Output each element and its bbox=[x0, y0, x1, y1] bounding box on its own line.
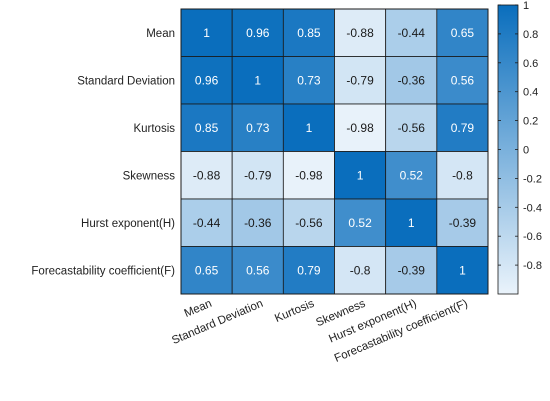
heatmap-cell-2-1 bbox=[231, 103, 284, 152]
heatmap-cell-3-3 bbox=[334, 151, 387, 200]
cell-value-label: -0.36 bbox=[244, 216, 272, 230]
heatmap-cell-3-1 bbox=[231, 151, 284, 200]
cell-value-label: 0.96 bbox=[195, 73, 219, 87]
row-label: Forecastability coefficient(F) bbox=[31, 265, 175, 277]
cell-value-label: -0.8 bbox=[452, 168, 473, 182]
cell-value-label: 0.85 bbox=[297, 26, 321, 40]
cell-value-label: -0.56 bbox=[295, 216, 323, 230]
cell-value-label: 0.65 bbox=[195, 263, 219, 277]
column-label: Standard Deviation bbox=[170, 298, 265, 347]
heatmap-cell-3-4 bbox=[385, 151, 438, 200]
row-label: Kurtosis bbox=[133, 123, 175, 135]
heatmap-cell-4-2 bbox=[282, 198, 335, 247]
cell-value-label: 0.73 bbox=[246, 121, 270, 135]
heatmap-cell-2-4 bbox=[385, 103, 438, 152]
heatmap-cell-labels: 1 0.96 0.85 -0.88 -0.44 0.65 0.96 1 0.73 -0.79 -0.… bbox=[193, 26, 477, 278]
cell-value-label: 1 bbox=[306, 121, 313, 135]
cell-value-label: -0.39 bbox=[449, 216, 477, 230]
heatmap-cell-0-5 bbox=[436, 8, 489, 57]
heatmap-cell-4-3 bbox=[334, 198, 387, 247]
row-label: Skewness bbox=[123, 170, 176, 182]
cell-value-label: -0.98 bbox=[295, 168, 323, 182]
column-label: Kurtosis bbox=[273, 298, 316, 325]
cell-value-label: 1 bbox=[459, 263, 466, 277]
cell-value-label: 1 bbox=[203, 26, 210, 40]
cell-value-label: -0.88 bbox=[346, 26, 374, 40]
heatmap-cell-2-3 bbox=[334, 103, 387, 152]
heatmap-cell-5-5 bbox=[436, 246, 489, 295]
cell-value-label: 0.52 bbox=[400, 168, 424, 182]
heatmap-cells bbox=[180, 8, 489, 295]
cell-value-label: -0.44 bbox=[398, 26, 426, 40]
cell-value-label: -0.36 bbox=[398, 73, 426, 87]
colorbar-tick-label: -0.6 bbox=[523, 231, 542, 243]
heatmap-border bbox=[180, 8, 489, 295]
heatmap-cell-1-5 bbox=[436, 56, 489, 105]
column-label: Mean bbox=[183, 298, 214, 320]
row-labels: Mean Standard Deviation Kurtosis Skewness Hu… bbox=[31, 28, 175, 278]
heatmap-cell-3-2 bbox=[282, 151, 335, 200]
colorbar-tick-label: 0.2 bbox=[523, 116, 538, 128]
cell-value-label: 0.52 bbox=[348, 216, 372, 230]
heatmap-cell-0-0 bbox=[180, 8, 233, 57]
heatmap-cell-0-1 bbox=[231, 8, 284, 57]
colorbar-tick-label: 0 bbox=[523, 145, 529, 157]
row-label: Standard Deviation bbox=[77, 75, 175, 87]
heatmap-cell-5-0 bbox=[180, 246, 233, 295]
colorbar-tick-label: 0.6 bbox=[523, 58, 538, 70]
heatmap-cell-2-5 bbox=[436, 103, 489, 152]
cell-value-label: -0.44 bbox=[193, 216, 221, 230]
heatmap-cell-4-4 bbox=[385, 198, 438, 247]
cell-value-label: -0.98 bbox=[346, 121, 374, 135]
cell-value-label: 0.65 bbox=[451, 26, 475, 40]
cell-value-label: 0.73 bbox=[297, 73, 321, 87]
cell-value-label: 0.56 bbox=[246, 263, 270, 277]
heatmap-cell-1-3 bbox=[334, 56, 387, 105]
cell-value-label: 0.96 bbox=[246, 26, 270, 40]
colorbar-tick-label: 0.8 bbox=[523, 29, 538, 41]
colorbar-tick-label: -0.4 bbox=[523, 202, 542, 214]
cell-value-label: 1 bbox=[408, 216, 415, 230]
cell-value-label: 1 bbox=[357, 168, 364, 182]
cell-value-label: -0.79 bbox=[244, 168, 272, 182]
colorbar-tick-label: 0.4 bbox=[523, 87, 538, 99]
heatmap-cell-4-0 bbox=[180, 198, 233, 247]
cell-value-label: 0.79 bbox=[297, 263, 321, 277]
colorbar-ticks: 1 0.8 0.6 0.4 0.2 0 -0.2 -0.4 -0.6 -0.8 bbox=[498, 0, 542, 272]
colorbar-tick-label: 1 bbox=[523, 0, 529, 12]
colorbar-tick-label: -0.8 bbox=[523, 260, 542, 272]
row-label: Mean bbox=[146, 28, 175, 40]
cell-value-label: -0.8 bbox=[350, 263, 371, 277]
heatmap-cell-1-1 bbox=[231, 56, 284, 105]
cell-value-label: 0.56 bbox=[451, 73, 475, 87]
cell-value-label: 1 bbox=[254, 73, 261, 87]
row-label: Hurst exponent(H) bbox=[81, 218, 175, 230]
cell-value-label: -0.88 bbox=[193, 168, 221, 182]
cell-value-label: -0.56 bbox=[398, 121, 426, 135]
cell-value-label: 0.79 bbox=[451, 121, 475, 135]
cell-value-label: -0.79 bbox=[346, 73, 374, 87]
cell-value-label: 0.85 bbox=[195, 121, 219, 135]
heatmap-cell-3-0 bbox=[180, 151, 233, 200]
cell-value-label: -0.39 bbox=[398, 263, 426, 277]
colorbar-tick-label: -0.2 bbox=[523, 173, 542, 185]
